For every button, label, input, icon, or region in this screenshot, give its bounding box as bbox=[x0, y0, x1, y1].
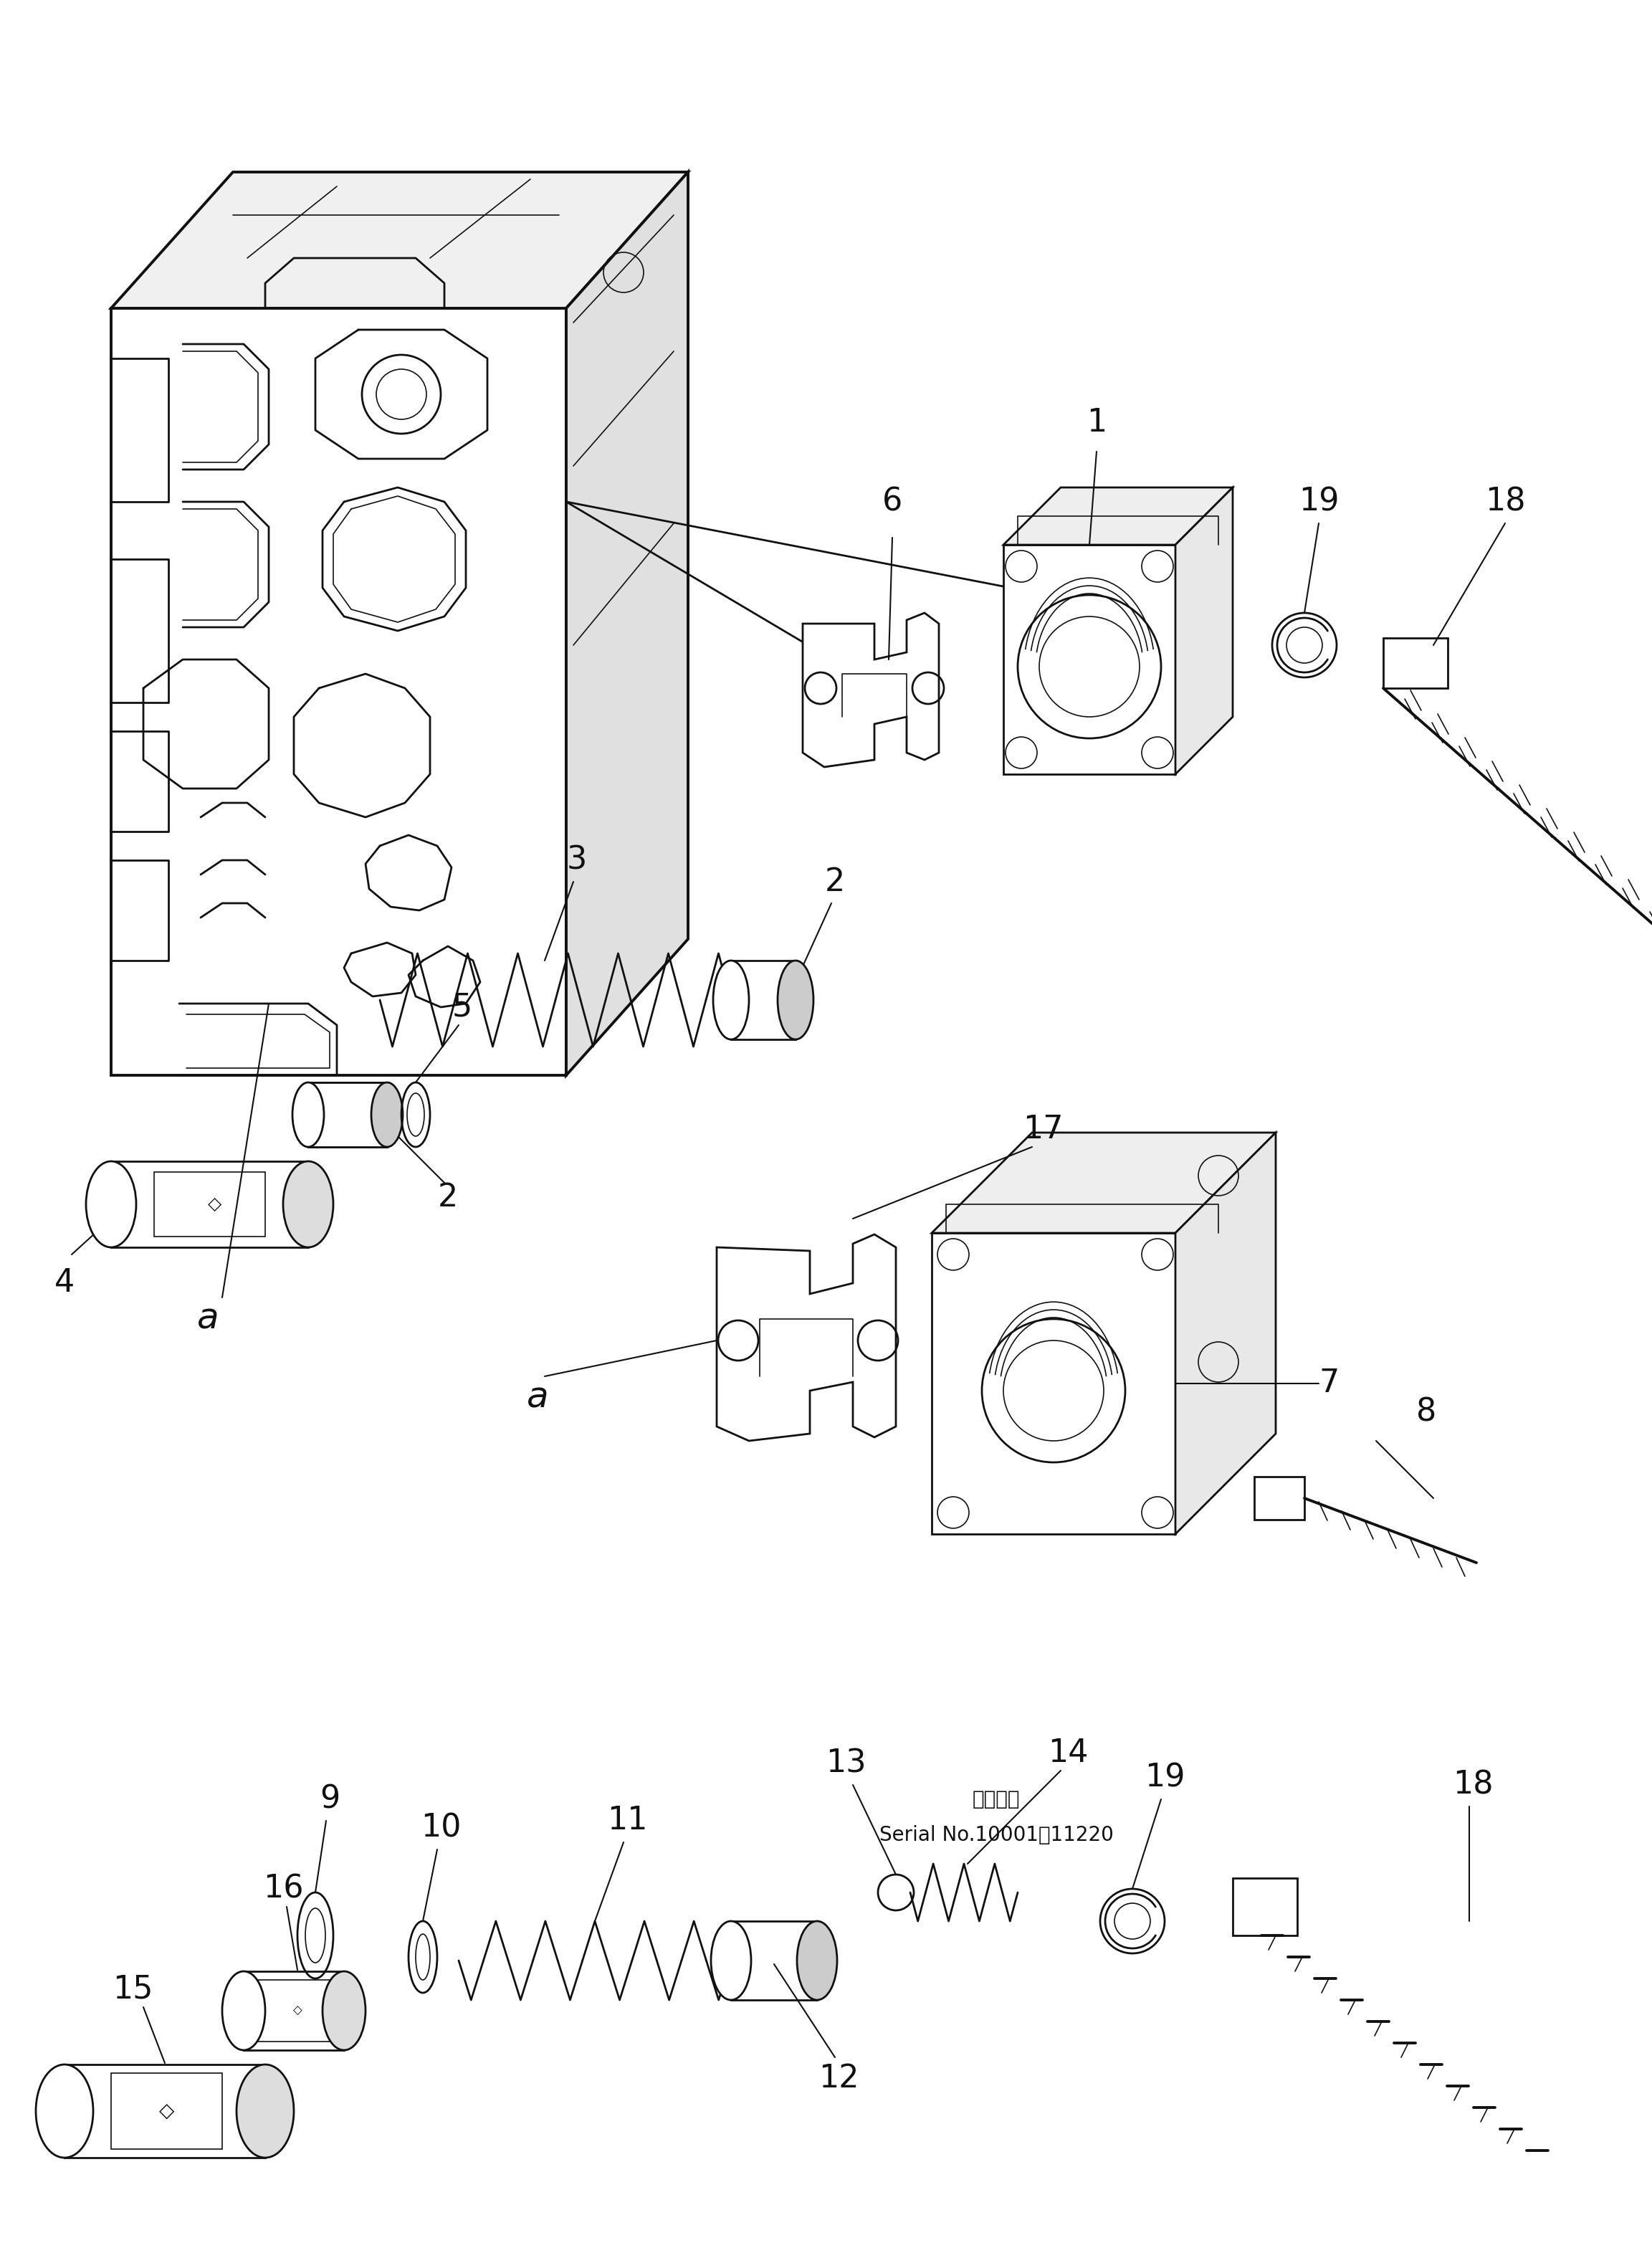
Text: 12: 12 bbox=[818, 2064, 859, 2095]
Polygon shape bbox=[1003, 488, 1232, 544]
Polygon shape bbox=[1232, 1877, 1297, 1936]
Text: ◇: ◇ bbox=[159, 2102, 175, 2122]
Polygon shape bbox=[932, 1133, 1275, 1232]
Text: 18: 18 bbox=[1485, 486, 1525, 517]
Text: 16: 16 bbox=[263, 1873, 304, 1904]
Text: 18: 18 bbox=[1452, 1769, 1493, 1801]
Text: ◇: ◇ bbox=[292, 2005, 302, 2016]
Polygon shape bbox=[567, 173, 687, 1075]
Text: 8: 8 bbox=[1416, 1396, 1436, 1427]
Text: 13: 13 bbox=[826, 1749, 866, 1778]
Polygon shape bbox=[111, 173, 687, 308]
Polygon shape bbox=[309, 1084, 387, 1146]
Polygon shape bbox=[64, 2064, 266, 2158]
Text: ◇: ◇ bbox=[208, 1196, 221, 1214]
Text: a: a bbox=[527, 1380, 548, 1414]
Polygon shape bbox=[1254, 1477, 1305, 1520]
Text: 3: 3 bbox=[567, 845, 586, 877]
Text: 15: 15 bbox=[112, 1974, 154, 2005]
Polygon shape bbox=[803, 614, 938, 767]
Ellipse shape bbox=[710, 1922, 752, 2001]
Text: a: a bbox=[197, 1302, 218, 1335]
Ellipse shape bbox=[372, 1084, 403, 1146]
Polygon shape bbox=[932, 1232, 1175, 1533]
Text: 11: 11 bbox=[606, 1805, 648, 1837]
Text: 1: 1 bbox=[1087, 407, 1107, 438]
Polygon shape bbox=[732, 960, 796, 1039]
Ellipse shape bbox=[796, 1922, 838, 2001]
Text: 2: 2 bbox=[438, 1182, 458, 1212]
Ellipse shape bbox=[292, 1084, 324, 1146]
Text: Serial No.10001－11220: Serial No.10001－11220 bbox=[879, 1825, 1113, 1846]
Polygon shape bbox=[111, 308, 567, 1075]
Text: 5: 5 bbox=[453, 991, 472, 1023]
Text: 6: 6 bbox=[882, 486, 902, 517]
Text: 2: 2 bbox=[824, 865, 846, 897]
Text: 17: 17 bbox=[1023, 1113, 1062, 1144]
Text: 19: 19 bbox=[1145, 1762, 1184, 1794]
Text: 7: 7 bbox=[1320, 1369, 1340, 1398]
Ellipse shape bbox=[236, 2064, 294, 2158]
Polygon shape bbox=[1003, 544, 1175, 773]
Polygon shape bbox=[1175, 488, 1232, 773]
Ellipse shape bbox=[714, 960, 748, 1039]
Text: 9: 9 bbox=[319, 1785, 340, 1814]
Polygon shape bbox=[244, 1971, 344, 2050]
Polygon shape bbox=[1175, 1133, 1275, 1533]
Ellipse shape bbox=[282, 1162, 334, 1248]
Ellipse shape bbox=[778, 960, 813, 1039]
Text: 適用号機: 適用号機 bbox=[973, 1789, 1019, 1810]
Ellipse shape bbox=[221, 1971, 266, 2050]
Ellipse shape bbox=[322, 1971, 365, 2050]
Polygon shape bbox=[732, 1922, 818, 2001]
Polygon shape bbox=[717, 1234, 895, 1441]
Ellipse shape bbox=[86, 1162, 135, 1248]
Text: 10: 10 bbox=[421, 1812, 461, 1843]
Text: 4: 4 bbox=[55, 1268, 74, 1299]
Text: 14: 14 bbox=[1047, 1738, 1089, 1769]
Polygon shape bbox=[1383, 638, 1447, 688]
Ellipse shape bbox=[36, 2064, 93, 2158]
Polygon shape bbox=[111, 1162, 309, 1248]
Text: 19: 19 bbox=[1298, 486, 1340, 517]
Polygon shape bbox=[309, 1084, 387, 1146]
